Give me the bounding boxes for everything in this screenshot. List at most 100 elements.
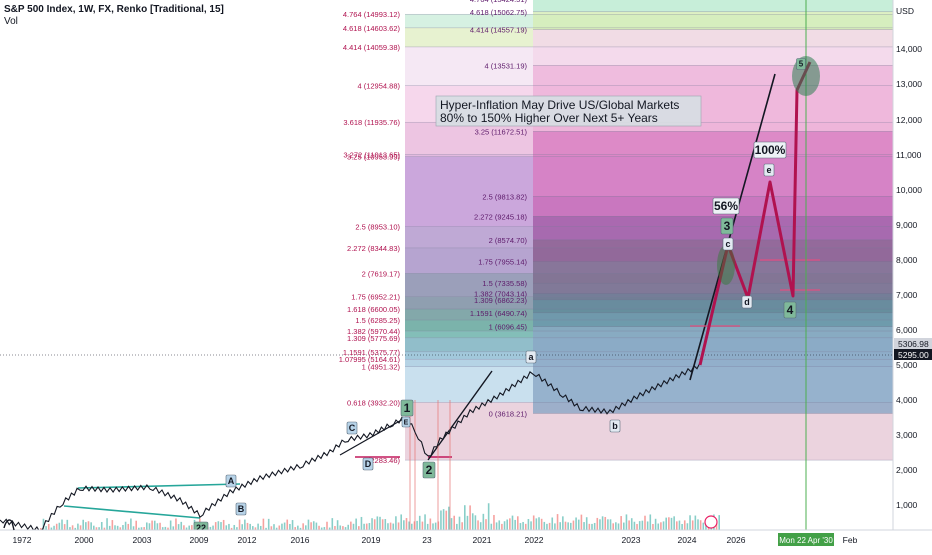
trend-line-lower [63, 505, 201, 519]
volume-bar [45, 526, 47, 530]
volume-bar [135, 520, 137, 530]
volume-bar [225, 525, 228, 530]
volume-bar [241, 524, 243, 530]
volume-bar [140, 527, 143, 530]
fib-label-left: 3.25 (10953.99) [347, 153, 400, 162]
wave-highlight-3 [717, 245, 735, 285]
fib-label-right: 4.764 (15424.51) [470, 0, 528, 4]
volume-bar [535, 518, 538, 530]
pct-label-100-bg [753, 141, 787, 159]
volume-bar [562, 516, 564, 530]
volume-bar [416, 520, 418, 530]
volume-bar [331, 518, 334, 530]
fib-label-right: 1.1591 (6490.74) [470, 309, 528, 318]
volume-bar [55, 523, 58, 530]
volume-bar [188, 525, 190, 530]
volume-bar [702, 522, 705, 530]
volume-bar [411, 523, 413, 530]
volume-bar [604, 516, 607, 530]
volume-bar [397, 522, 400, 530]
volume-bar [546, 523, 548, 530]
volume-bar [90, 522, 92, 530]
volume-bar [93, 525, 95, 530]
wave-label-D: D [365, 459, 372, 469]
volume-bar [127, 523, 130, 530]
fib-label-right: 2 (8574.70) [489, 236, 528, 245]
fib-label-left: 4 (12954.88) [357, 82, 400, 91]
volume-bar [591, 523, 593, 530]
volume-bar [180, 521, 183, 530]
volume-bar [347, 524, 349, 530]
volume-bar [222, 519, 225, 530]
volume-bar [71, 525, 74, 530]
volume-bar [159, 522, 161, 530]
volume-bar [66, 519, 69, 530]
volume-bar [273, 524, 275, 530]
volume-bar [450, 518, 453, 530]
wave-label-c: c [725, 239, 730, 249]
volume-bar [156, 523, 159, 530]
wave-label-3-bg [720, 217, 734, 235]
volume-bar [381, 519, 384, 530]
volume-bar [230, 527, 233, 530]
annotation-line2: 80% to 150% Higher Over Next 5+ Years [440, 111, 658, 125]
volume-bar [339, 525, 342, 530]
price-badge-1: 5306.98 [898, 339, 929, 349]
volume-bar [461, 522, 463, 530]
volume-bar [153, 520, 156, 530]
volume-bar [286, 519, 289, 530]
volume-bar [392, 523, 395, 530]
volume-bar [572, 520, 575, 530]
volume-bar [474, 515, 477, 530]
fib-label-left: 2.5 (8953.10) [355, 223, 400, 232]
price-tick: 10,000 [896, 185, 922, 195]
volume-bar [559, 522, 561, 530]
volume-bar [289, 524, 291, 530]
volume-bar [376, 516, 379, 530]
volume-bar [440, 510, 442, 530]
volume-bar [387, 523, 389, 530]
fib-label-right: 1.75 (7955.14) [478, 258, 527, 267]
volume-bar [527, 519, 530, 530]
volume-bar [705, 522, 707, 530]
price-badge-bg-1 [894, 338, 932, 349]
volume-bar [434, 522, 437, 530]
volume-bar [254, 527, 257, 530]
fib-label-left: 1.5 (6285.25) [355, 316, 400, 325]
fib-label-right: 1 (6096.45) [489, 323, 528, 332]
fib-band-right [533, 261, 893, 284]
volume-bar [554, 523, 556, 530]
volume-bar [548, 522, 551, 530]
chart-subtitle: Vol [4, 16, 18, 27]
volume-bar [567, 522, 569, 530]
time-tick: 1972 [13, 535, 32, 545]
volume-bar [360, 516, 363, 530]
volume-bar [633, 521, 636, 530]
volume-bar [466, 515, 469, 530]
volume-bar [246, 522, 249, 530]
volume-bar [583, 522, 585, 530]
volume-bar [384, 519, 387, 530]
volume-bar [209, 526, 212, 530]
volume-bar [628, 520, 630, 530]
volume-bar [469, 505, 471, 530]
volume-bar [318, 525, 320, 530]
volume-bar [116, 525, 119, 530]
fib-label-right: 1.309 (6862.23) [474, 296, 527, 305]
time-scale-bg [0, 530, 932, 550]
volume-bar [53, 525, 55, 530]
pct-label-56: 56% [714, 199, 738, 213]
fib-label-left: 0.618 (3932.20) [347, 398, 400, 407]
price-tick: 5,000 [896, 360, 918, 370]
time-tick: 2021 [473, 535, 492, 545]
volume-bar [564, 521, 567, 530]
fib-label-left: 4.764 (14993.12) [343, 10, 401, 19]
volume-bar [363, 523, 365, 530]
volume-bar [670, 517, 673, 530]
wave-label-4-bg [783, 301, 797, 319]
volume-bar [408, 521, 410, 530]
fib-label-left: 2 (7619.17) [362, 269, 401, 278]
volume-bar [42, 518, 45, 530]
